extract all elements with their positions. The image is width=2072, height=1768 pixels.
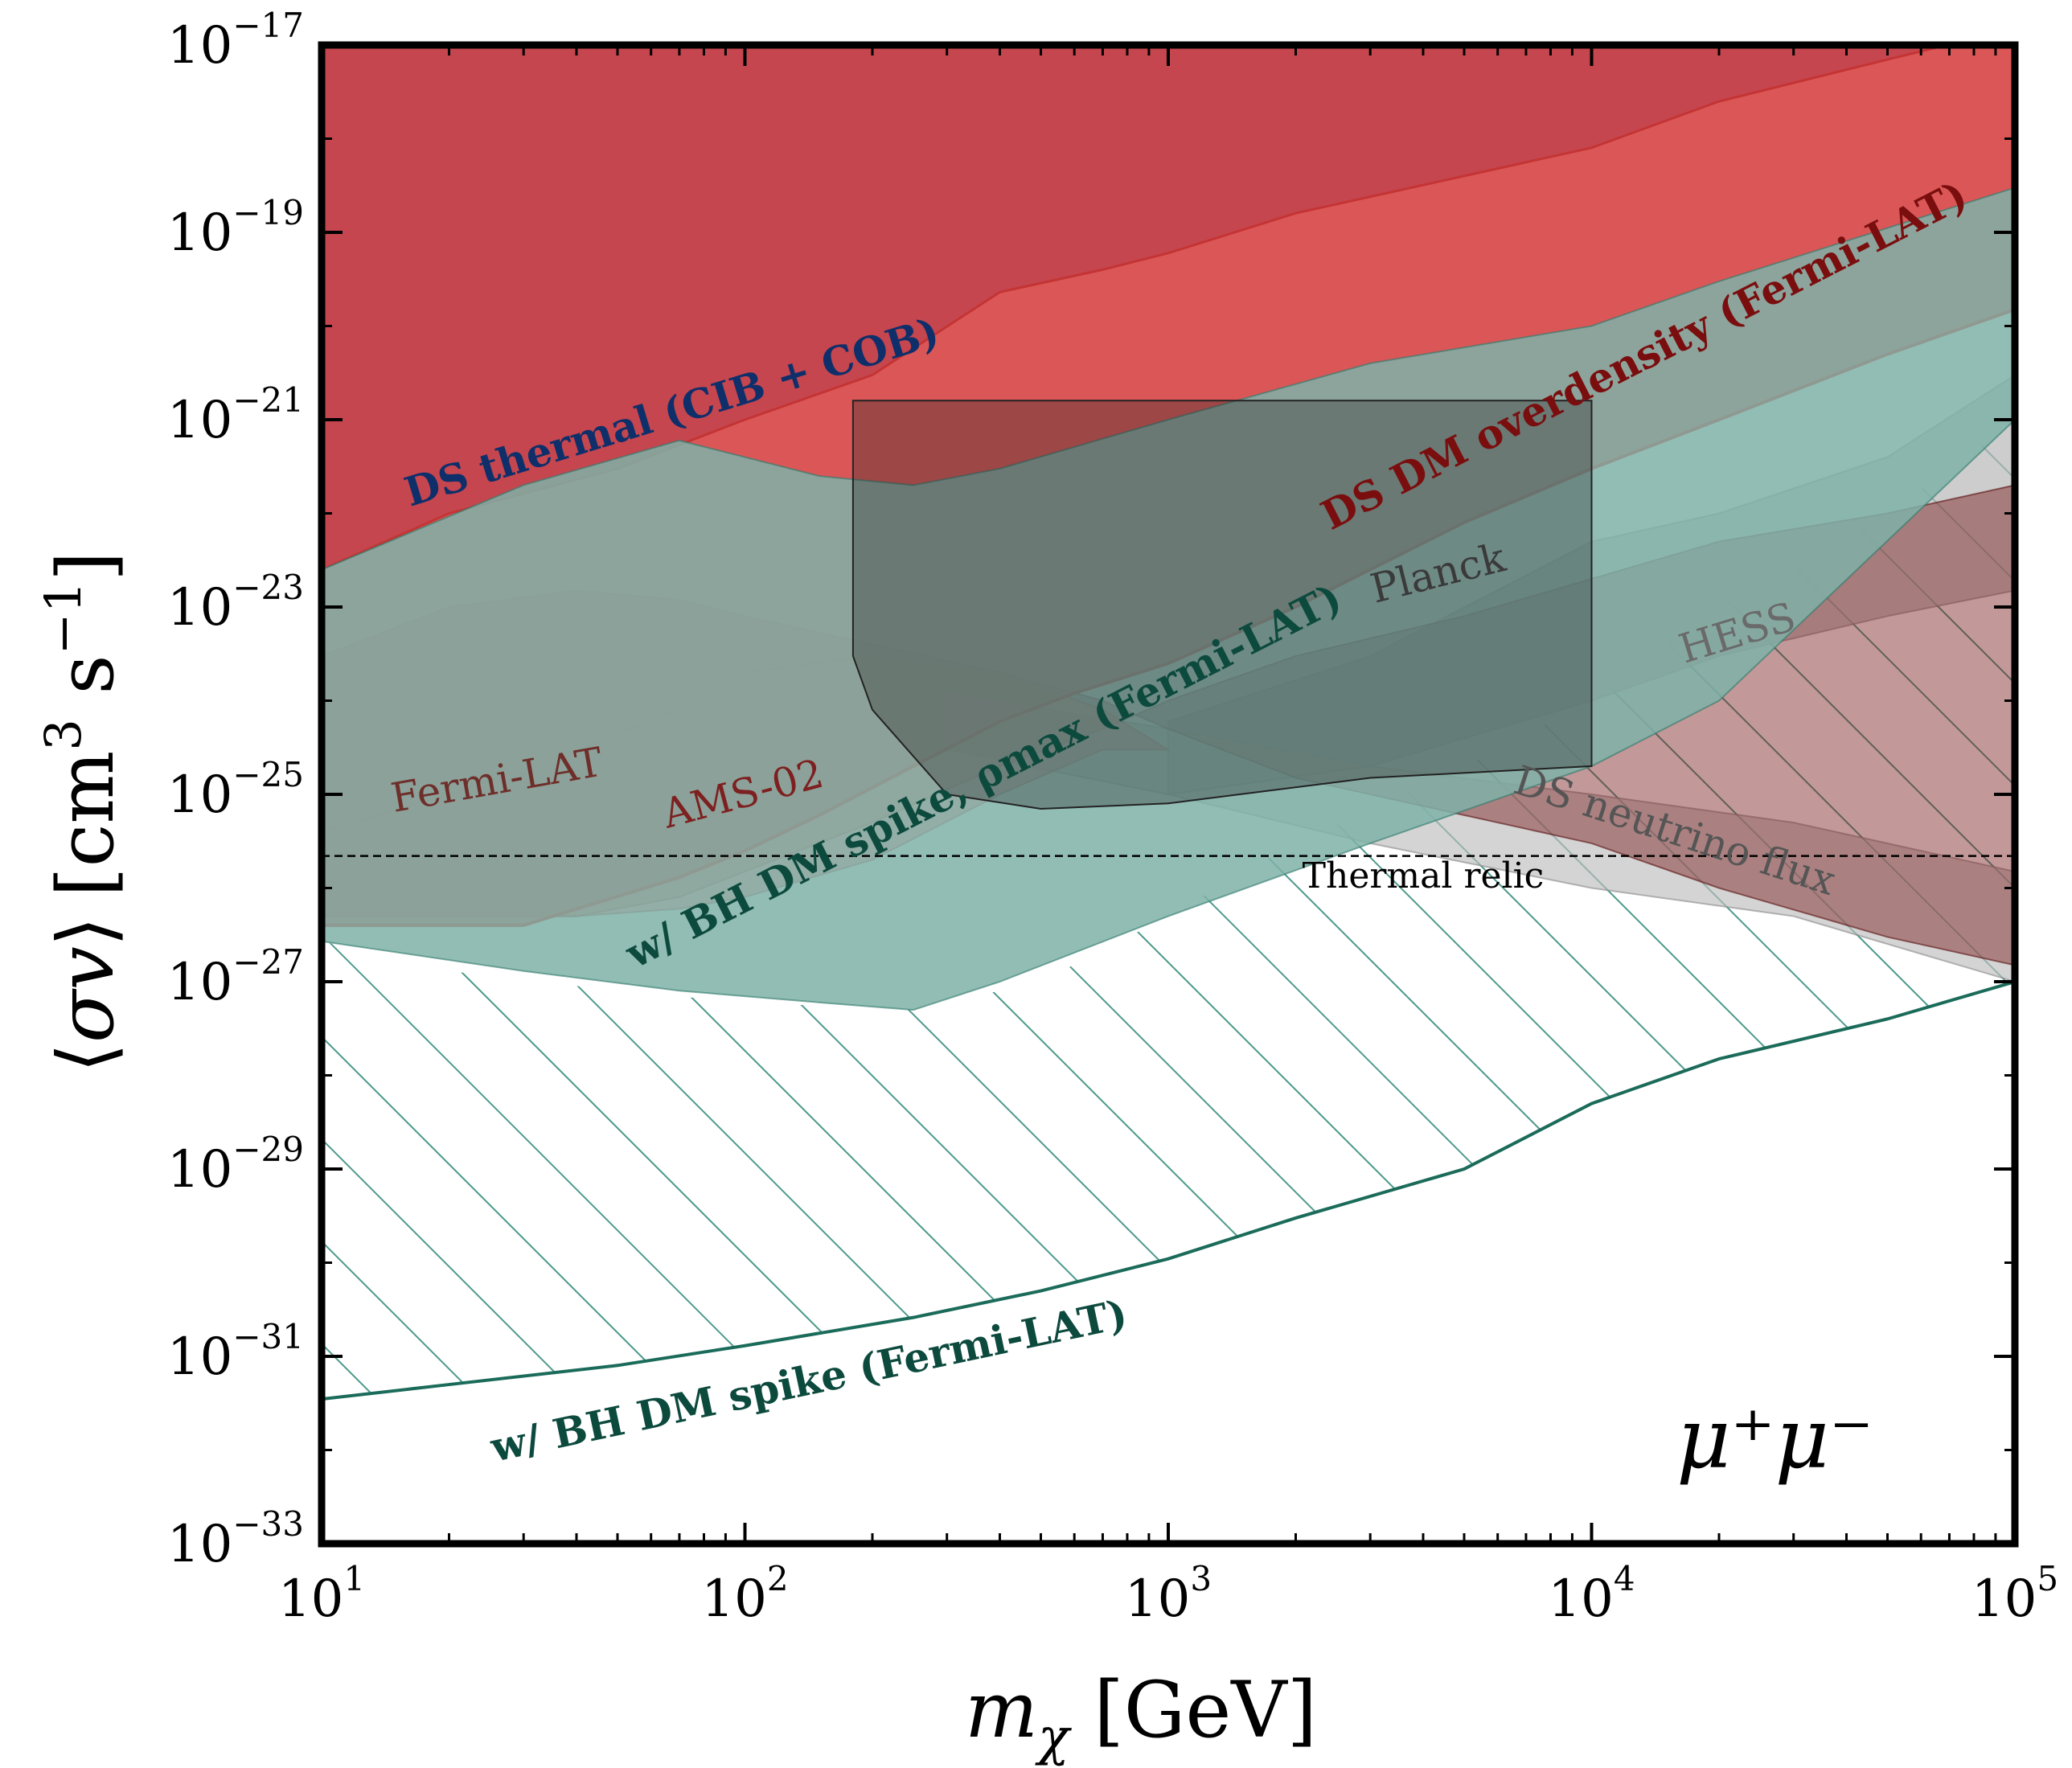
x-axis-title: mχ [GeV]	[965, 1665, 1317, 1767]
x-tick-exp: 2	[767, 1559, 789, 1598]
y-tick-exp: −21	[232, 380, 304, 420]
y-axis-title-end: ]	[41, 551, 131, 580]
x-tick-base: 10	[1971, 1569, 2037, 1629]
x-tick-label: 101	[278, 1559, 365, 1629]
channel-label: μ⁺μ⁻	[1676, 1389, 1873, 1487]
y-tick-exp: −31	[232, 1317, 304, 1356]
x-tick-exp: 4	[1614, 1559, 1635, 1598]
y-axis-title-sup1: 3	[34, 719, 92, 750]
x-tick-label: 104	[1548, 1559, 1635, 1629]
y-axis-title-open: ⟨	[41, 1043, 131, 1073]
y-tick-exp: −19	[232, 193, 304, 232]
y-axis-title-mid: s	[41, 654, 131, 719]
y-tick-label: 10−19	[167, 193, 304, 263]
y-tick-exp: −25	[232, 755, 304, 794]
y-axis-title-sup2: −1	[34, 581, 92, 654]
ticks-layer: 101 102 103 104 10510−1710−1910−2110−2310−25…	[167, 6, 2058, 1629]
x-tick-label: 103	[1125, 1559, 1212, 1629]
y-tick-label: 10−31	[167, 1317, 304, 1387]
y-tick-label: 10−27	[167, 942, 304, 1012]
x-axis-title-main: m	[965, 1665, 1038, 1755]
y-tick-label: 10−29	[167, 1130, 304, 1200]
y-tick-label: 10−33	[167, 1504, 304, 1574]
regions-layer	[322, 45, 2015, 1401]
boundary-w-bh-dm-spike-fermi-lat	[322, 980, 2015, 1401]
y-tick-base: 10	[167, 1140, 232, 1200]
y-tick-label: 10−17	[167, 6, 304, 76]
x-tick-base: 10	[278, 1569, 343, 1629]
y-tick-label: 10−25	[167, 755, 304, 825]
y-axis-title: ⟨σv⟩ [cm3 s−1]	[34, 551, 131, 1073]
region-w-bh-dm-spike-fermi-lat	[322, 420, 2015, 1400]
y-tick-base: 10	[167, 1515, 232, 1574]
y-tick-base: 10	[167, 578, 232, 638]
y-tick-exp: −23	[232, 568, 304, 607]
y-tick-exp: −17	[232, 6, 304, 45]
x-axis-title-units: [GeV]	[1069, 1665, 1317, 1755]
y-tick-label: 10−21	[167, 380, 304, 450]
region-planck	[851, 400, 1593, 810]
x-tick-base: 10	[1548, 1569, 1613, 1629]
y-axis-title-units: [cm	[41, 751, 131, 897]
y-tick-base: 10	[167, 16, 232, 76]
y-tick-base: 10	[167, 765, 232, 825]
x-tick-exp: 3	[1190, 1559, 1212, 1598]
x-axis-title-sub: χ	[1035, 1708, 1072, 1767]
y-tick-base: 10	[167, 203, 232, 263]
y-tick-base: 10	[167, 1327, 232, 1387]
x-tick-label: 105	[1971, 1559, 2058, 1629]
x-tick-exp: 1	[343, 1559, 365, 1598]
thermal-relic-label: Thermal relic	[1303, 855, 1545, 896]
y-axis-title-sym: σv	[41, 946, 131, 1043]
y-tick-base: 10	[167, 391, 232, 450]
y-axis-title-close: ⟩	[41, 917, 131, 946]
y-tick-exp: −27	[232, 942, 304, 982]
y-tick-exp: −29	[232, 1130, 304, 1169]
x-tick-base: 10	[1125, 1569, 1190, 1629]
x-tick-label: 102	[701, 1559, 788, 1629]
y-tick-base: 10	[167, 953, 232, 1012]
x-tick-exp: 5	[2037, 1559, 2058, 1598]
y-tick-label: 10−23	[167, 568, 304, 638]
plot-frame	[318, 41, 2019, 1548]
y-tick-exp: −33	[232, 1504, 304, 1544]
region-w-bh-dm-spike-max-fermi-lat	[322, 187, 2015, 1011]
x-tick-base: 10	[701, 1569, 766, 1629]
